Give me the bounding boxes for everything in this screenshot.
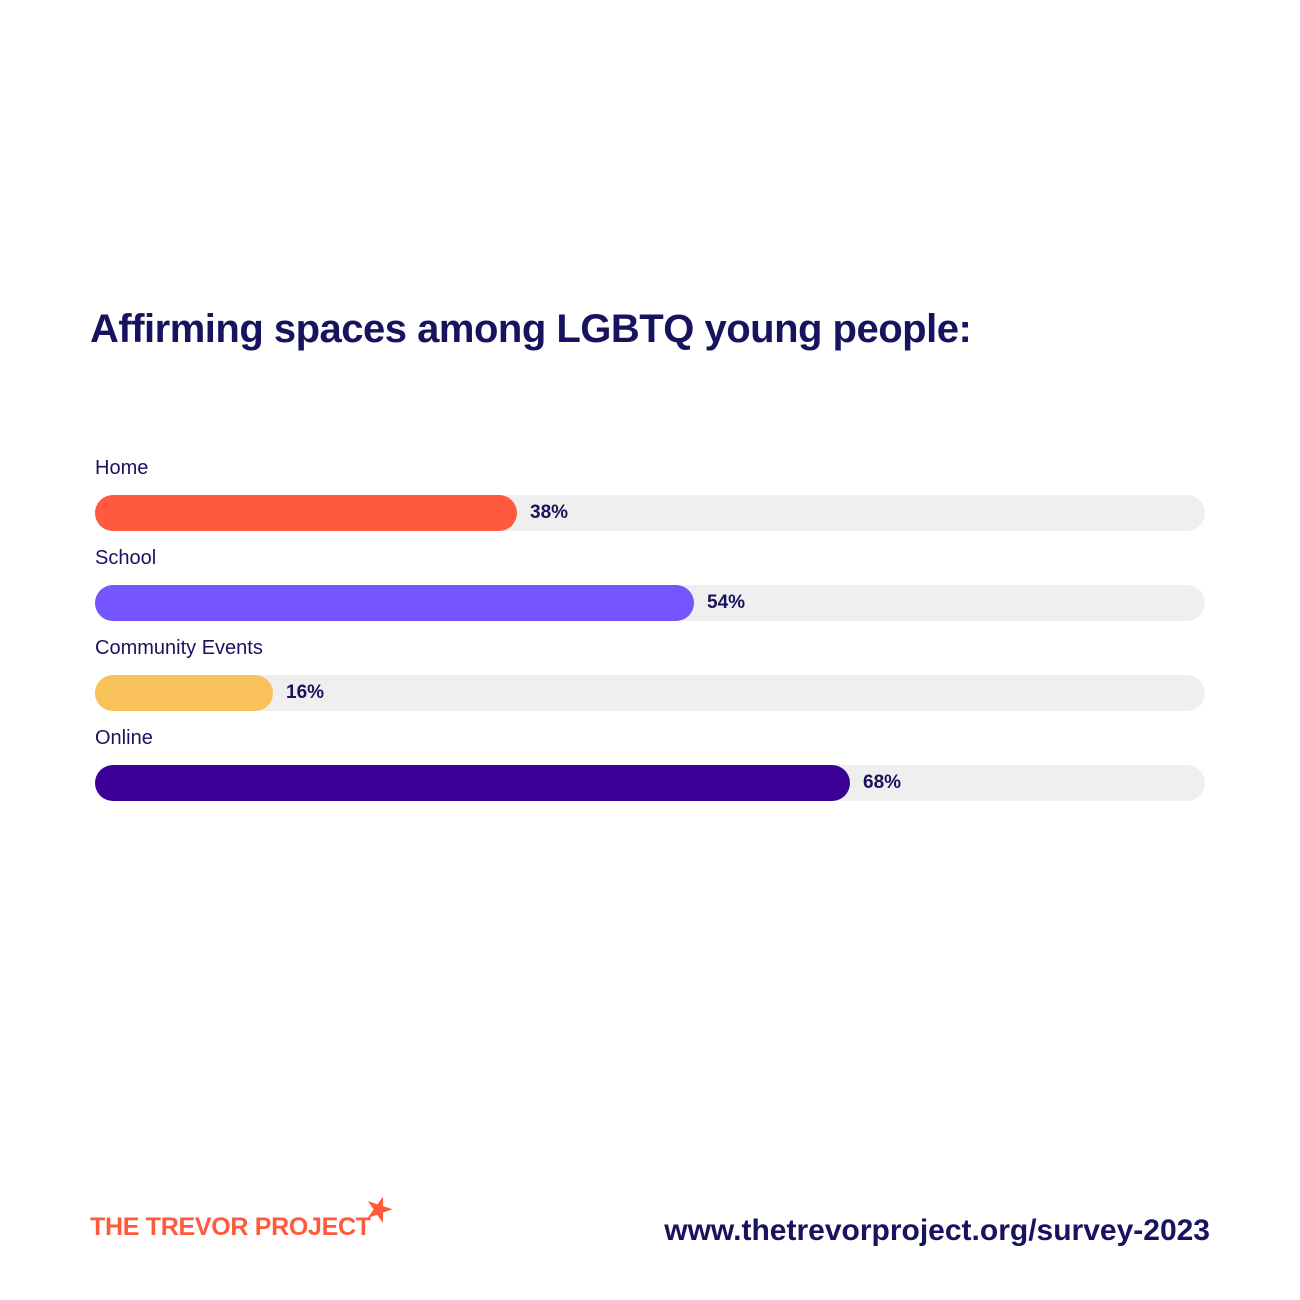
bar-fill [95, 675, 273, 711]
bar-fill [95, 585, 694, 621]
bar-chart: Home 38% School 54% Community Events 16% Onlin… [95, 455, 1205, 815]
bar-fill [95, 495, 517, 531]
bar-track: 68% [95, 765, 1205, 801]
bar-value-label: 16% [286, 682, 325, 703]
bar-track: 38% [95, 495, 1205, 531]
bar-value-label: 54% [707, 592, 746, 613]
bar-row-home: Home 38% [95, 455, 1205, 545]
category-label: School [95, 547, 157, 569]
trevor-project-logo: THE TREVOR PROJECT [90, 1195, 410, 1245]
bar-fill [95, 765, 850, 801]
bar-value-label: 68% [863, 772, 902, 793]
bar-value-label: 38% [530, 502, 569, 523]
star-icon [367, 1196, 393, 1223]
bar-row-online: Online 68% [95, 725, 1205, 815]
category-label: Community Events [95, 637, 263, 659]
category-label: Online [95, 727, 153, 749]
chart-title: Affirming spaces among LGBTQ young peopl… [90, 307, 972, 351]
bar-row-school: School 54% [95, 545, 1205, 635]
logo-text: THE TREVOR PROJECT [90, 1213, 371, 1241]
category-label: Home [95, 457, 149, 479]
bar-track: 54% [95, 585, 1205, 621]
survey-url: www.thetrevorproject.org/survey-2023 [664, 1214, 1210, 1247]
bar-row-community-events: Community Events 16% [95, 635, 1205, 725]
bar-track: 16% [95, 675, 1205, 711]
